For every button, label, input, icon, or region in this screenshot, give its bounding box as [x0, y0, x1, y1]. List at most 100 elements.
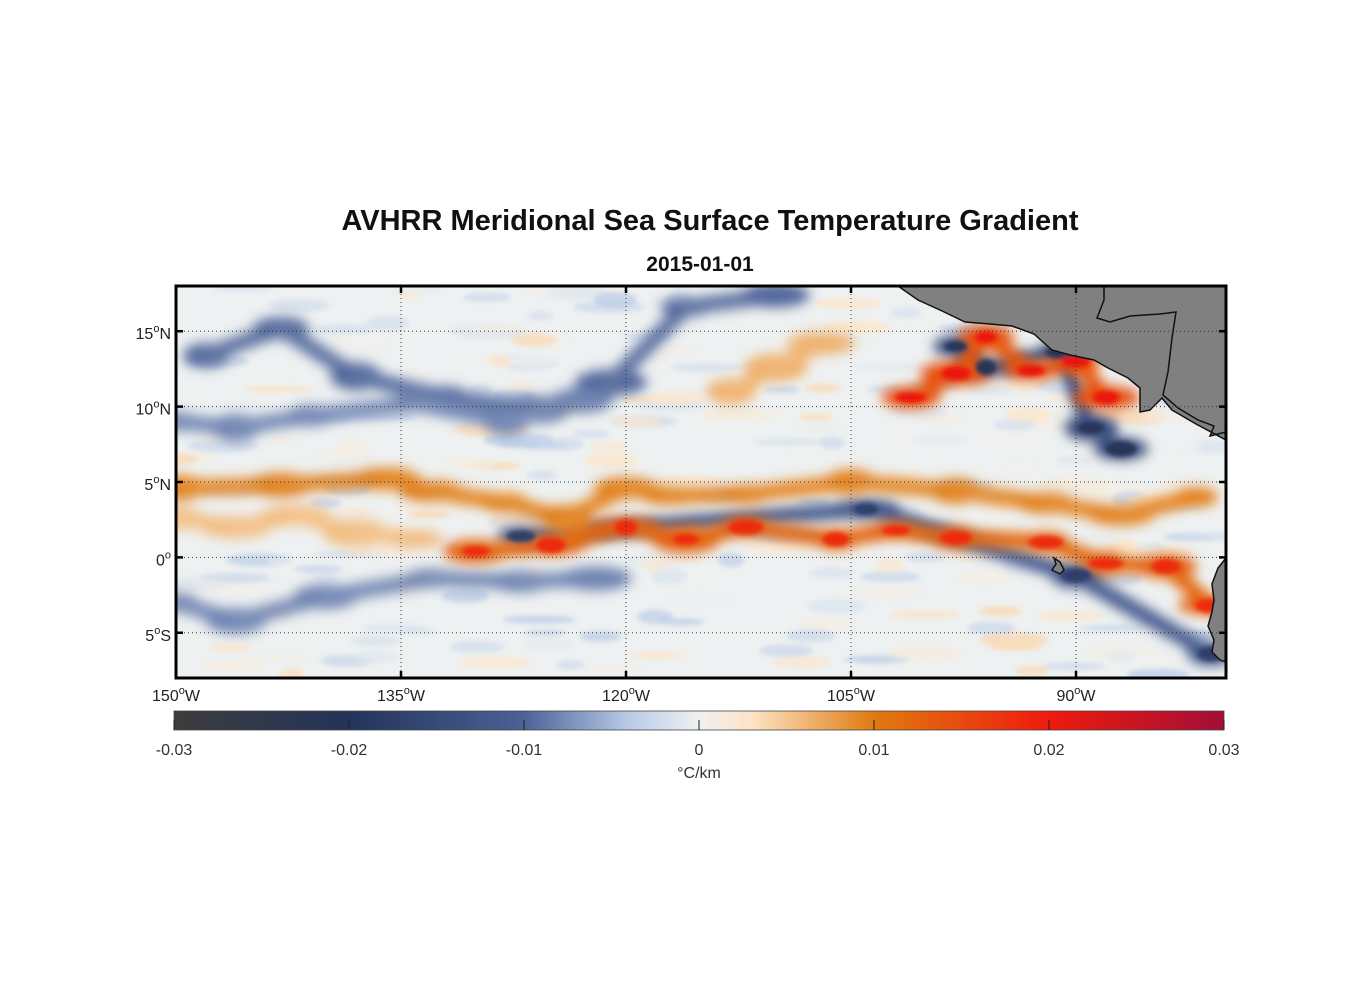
texture-cell: [269, 298, 330, 313]
lon-tick-label: 90oW: [1056, 685, 1096, 705]
lon-tick-label: 135oW: [377, 685, 426, 705]
texture-cell: [398, 627, 435, 635]
texture-cell: [330, 335, 390, 351]
texture-cell: [1005, 407, 1050, 421]
texture-cell: [590, 442, 629, 451]
texture-cell: [668, 592, 733, 608]
texture-cell: [463, 292, 512, 303]
texture-cell: [889, 611, 961, 618]
texture-cell: [1125, 548, 1198, 556]
texture-cell: [457, 656, 532, 668]
texture-cell: [444, 457, 496, 469]
texture-cell: [330, 456, 375, 471]
texture-cell: [186, 439, 258, 453]
texture-cell: [1015, 665, 1050, 677]
texture-cell: [502, 615, 576, 624]
texture-cell: [798, 412, 834, 422]
gradient-blob: [548, 388, 614, 413]
gradient-blob: [786, 332, 856, 355]
lon-tick-label: 105oW: [827, 685, 876, 705]
texture-cell: [818, 436, 846, 449]
texture-cell: [753, 437, 825, 446]
texture-cell: [270, 436, 299, 443]
texture-cell: [749, 541, 814, 554]
texture-cell: [503, 356, 558, 366]
gradient-core: [939, 530, 973, 545]
gradient-band-segment: [1068, 567, 1219, 662]
texture-cell: [857, 363, 928, 371]
gradient-core: [975, 359, 997, 376]
gradient-core: [1060, 568, 1092, 583]
gradient-core: [944, 341, 968, 352]
texture-cell: [670, 363, 743, 372]
texture-cell: [637, 609, 673, 624]
texture-cell: [353, 651, 401, 663]
texture-cell: [650, 475, 726, 486]
texture-cell: [796, 425, 842, 433]
texture-cell: [312, 324, 375, 334]
texture-cell: [1042, 662, 1106, 671]
texture-cell: [889, 406, 949, 418]
gradient-core: [1105, 441, 1137, 457]
texture-cell: [1079, 624, 1145, 631]
gradient-core: [536, 537, 566, 554]
texture-cell: [797, 497, 829, 507]
texture-cell: [844, 655, 909, 664]
gradient-blob: [388, 530, 444, 549]
texture-cell: [649, 389, 706, 406]
texture-cell: [1108, 650, 1137, 663]
texture-cell: [407, 511, 451, 519]
gradient-core: [506, 530, 536, 543]
gradient-core: [1028, 535, 1064, 549]
lon-tick-labels: 150oW 135oW 120oW 105oW 90oW: [152, 685, 1096, 705]
gradient-core: [881, 525, 911, 536]
texture-cell: [1127, 668, 1190, 678]
gradient-core: [1016, 364, 1046, 376]
texture-cell: [572, 429, 610, 439]
texture-cell: [815, 297, 881, 310]
lat-tick-label: 0o: [156, 549, 171, 569]
gradient-blob: [560, 566, 632, 591]
colorbar-tick-label: -0.01: [506, 742, 543, 759]
texture-cell: [526, 470, 558, 481]
texture-cell: [650, 568, 688, 585]
texture-cell: [294, 564, 344, 574]
texture-cell: [968, 386, 1013, 395]
texture-cell: [524, 629, 567, 637]
gradient-core: [974, 331, 998, 344]
colorbar-tick-label: 0: [695, 742, 704, 759]
texture-cell: [176, 453, 198, 465]
texture-cell: [199, 662, 267, 671]
texture-cell: [710, 411, 780, 420]
texture-cell: [801, 618, 856, 629]
texture-cell: [1155, 481, 1189, 492]
texture-cell: [555, 660, 585, 670]
colorbar-tick-label: -0.03: [156, 742, 193, 759]
texture-cell: [234, 654, 309, 661]
colorbar: -0.03 -0.02 -0.01 0 0.01 0.02 0.03 °C/km: [156, 710, 1240, 782]
lat-tick-labels: 15oN 10oN 5oN 0o 5oS: [136, 323, 171, 645]
lat-tick-label: 5oN: [144, 474, 171, 494]
texture-cell: [786, 629, 836, 643]
lat-tick-label: 10oN: [136, 399, 171, 419]
texture-cell: [583, 452, 638, 468]
texture-cell: [1036, 610, 1106, 621]
texture-cell: [335, 508, 374, 516]
texture-cell: [511, 333, 558, 347]
texture-cell: [859, 571, 921, 583]
graticule: [176, 286, 1226, 678]
texture-cell: [266, 557, 294, 565]
texture-cell: [1001, 461, 1040, 472]
texture-cell: [279, 668, 305, 678]
texture-cell: [176, 577, 226, 591]
colorbar-ticks: -0.03 -0.02 -0.01 0 0.01 0.02 0.03: [156, 720, 1240, 759]
texture-cell: [978, 606, 1022, 617]
gradient-band-segment: [603, 299, 694, 391]
texture-cell: [350, 635, 400, 647]
colorbar-tick-label: 0.01: [858, 742, 889, 759]
texture-cell: [445, 363, 510, 374]
texture-cell: [993, 418, 1035, 431]
central-america-land: [896, 286, 1226, 441]
chart-title: AVHRR Meridional Sea Surface Temperature…: [341, 205, 1079, 237]
texture-cell: [1056, 455, 1092, 466]
